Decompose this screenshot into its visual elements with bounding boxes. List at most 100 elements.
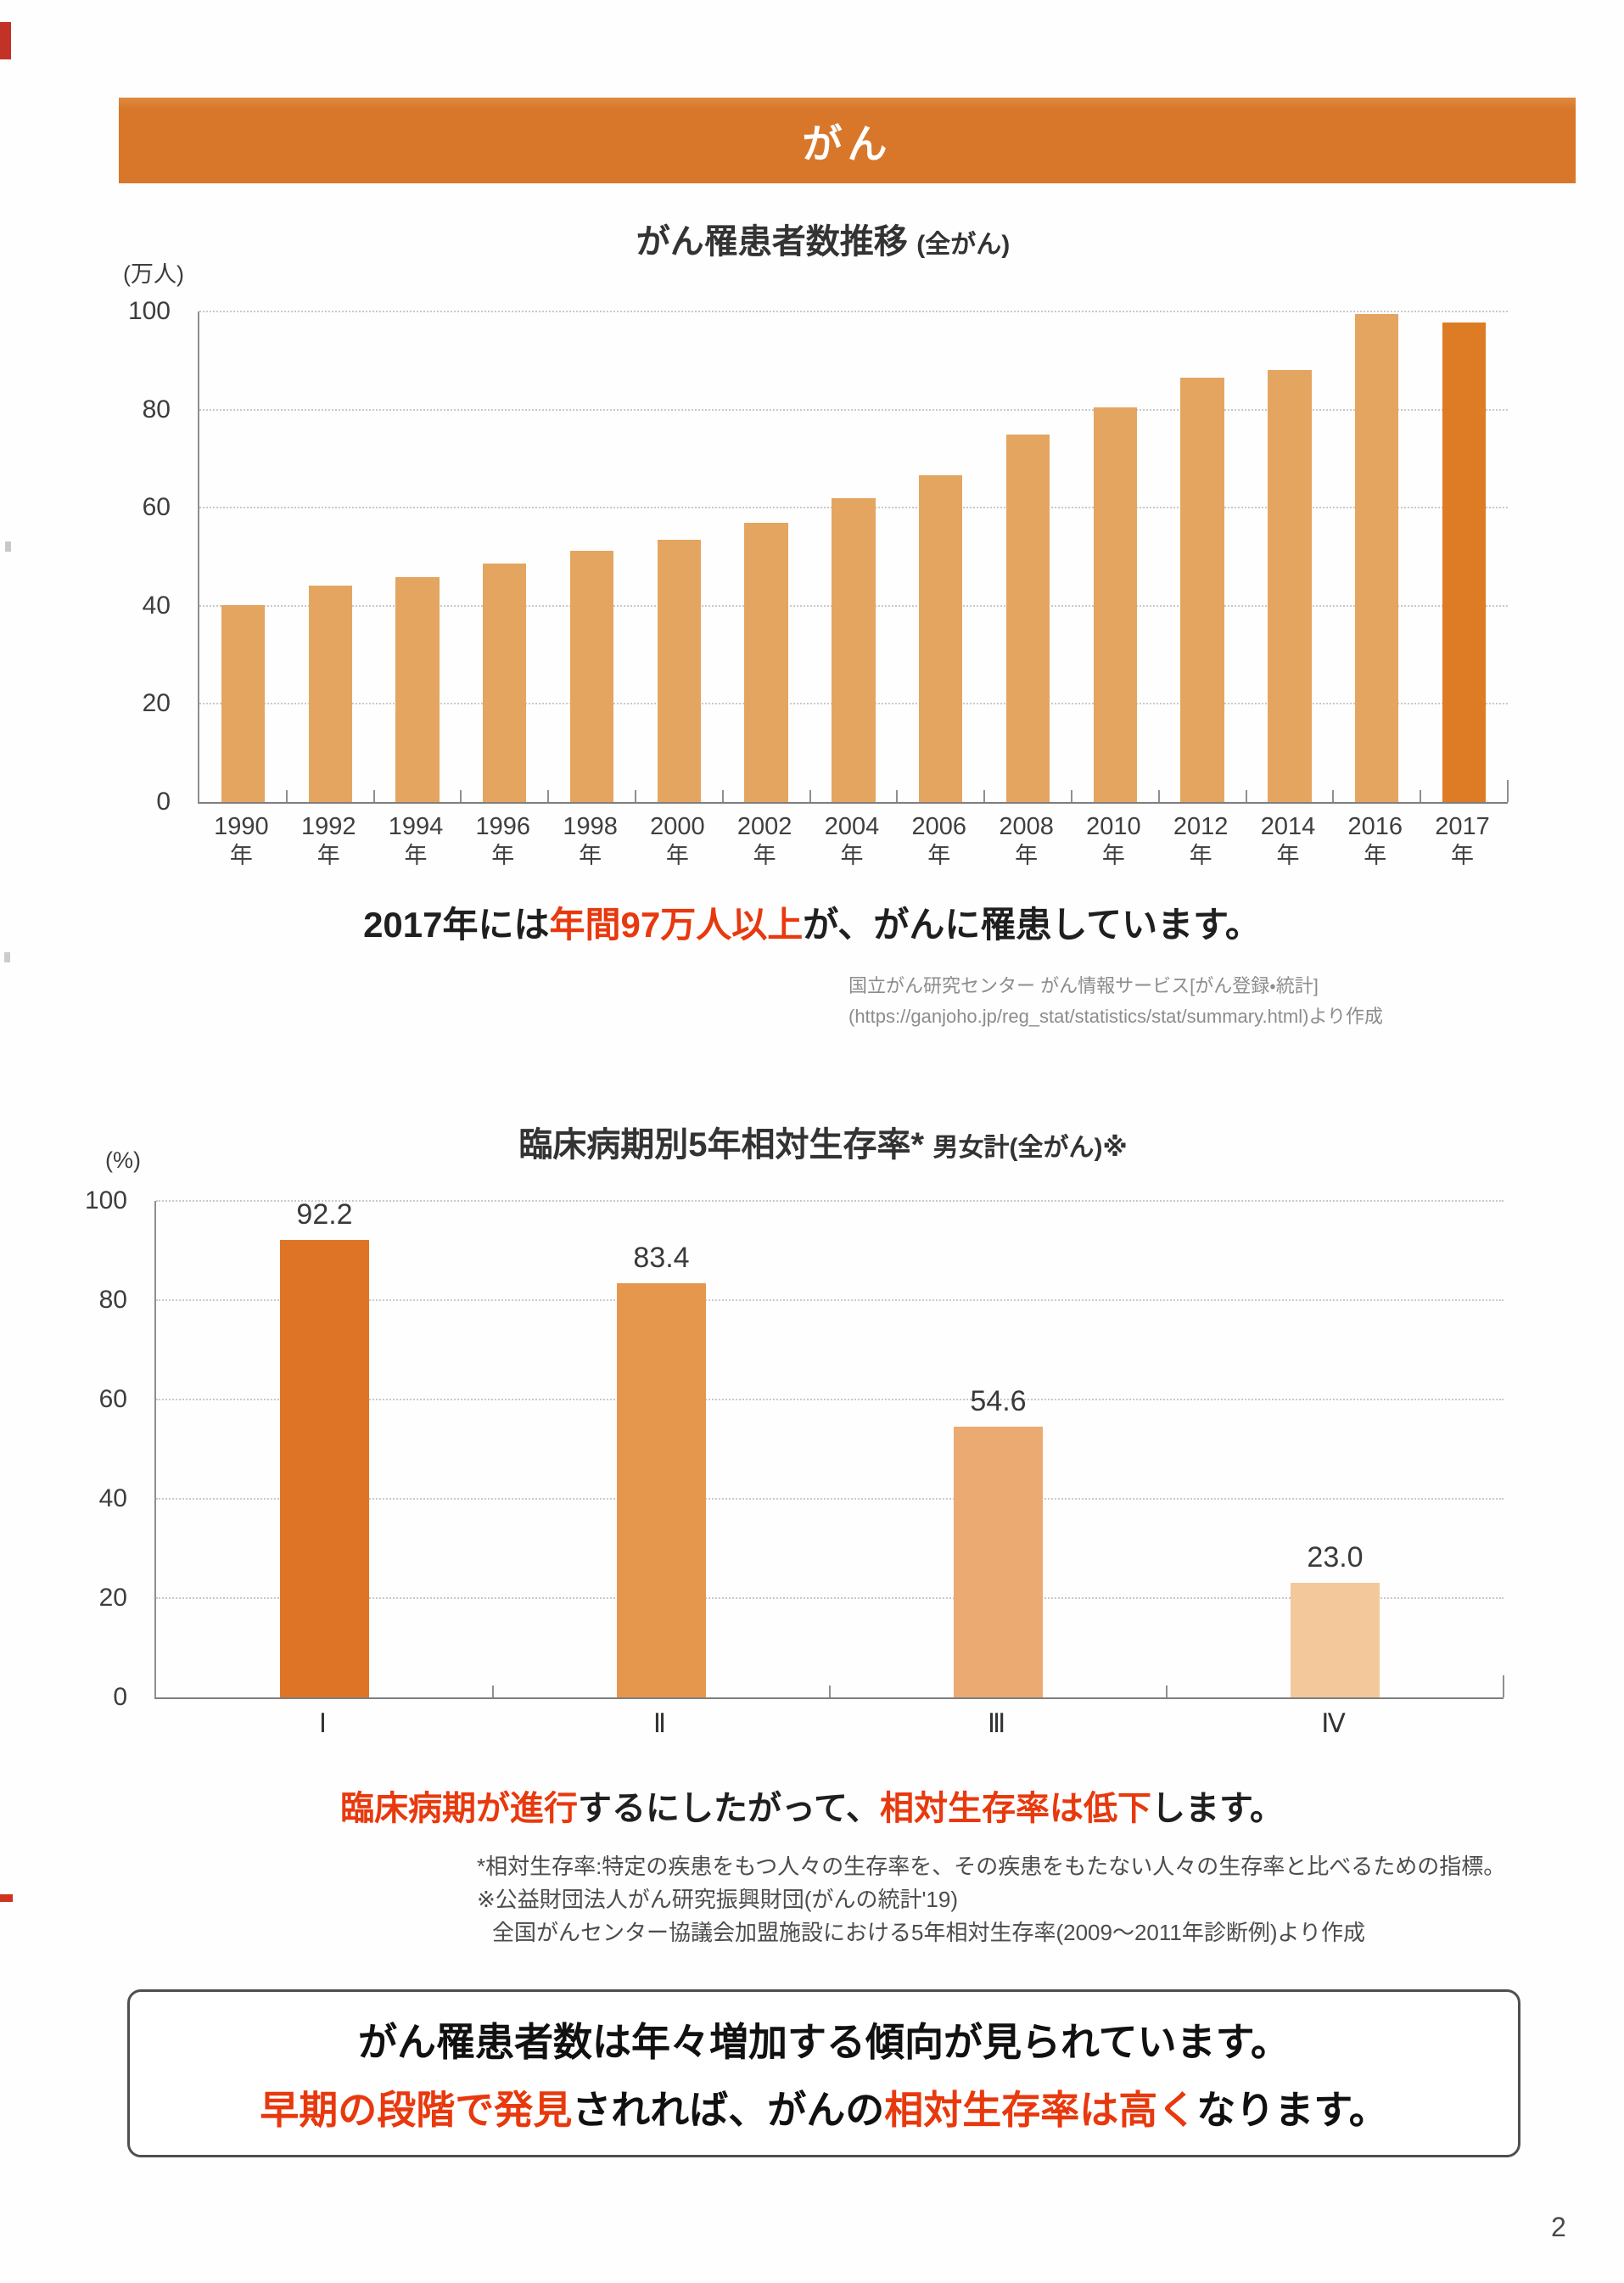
axis-tick xyxy=(1507,780,1509,802)
bar-value-label: 83.4 xyxy=(633,1242,690,1275)
bar-value-label: 92.2 xyxy=(296,1198,353,1231)
x-tick-label: 2006 年 xyxy=(911,813,967,869)
bar-2010 xyxy=(1093,407,1138,802)
x-tick-label: Ⅰ xyxy=(318,1708,328,1738)
footnotes: *相対生存率:特定の疾患をもつ人々の生存率を、その疾患をもたない人々の生存率と比… xyxy=(477,1850,1546,1949)
bar-group xyxy=(461,311,548,802)
bar-group xyxy=(548,311,636,802)
y-tick-label: 0 xyxy=(156,788,171,816)
bar-2004 xyxy=(832,497,876,802)
axis-tick xyxy=(634,790,636,802)
x-tick-label: Ⅱ xyxy=(652,1708,667,1738)
x-tick-label: Ⅳ xyxy=(1321,1708,1346,1738)
data-source: 国立がん研究センター がん情報サービス[がん登録・統計] (https://ga… xyxy=(848,971,1383,1031)
bar-group xyxy=(636,311,723,802)
scan-artifact xyxy=(0,1894,13,1902)
highlight-text: 年間97万人以上 xyxy=(549,905,804,945)
bar-1990 xyxy=(221,605,266,802)
bar-2014 xyxy=(1268,369,1312,802)
y-tick-label: 60 xyxy=(98,1385,127,1413)
gridline xyxy=(199,311,1508,312)
axis-tick xyxy=(896,790,899,802)
plain-text: なります。 xyxy=(1196,2088,1388,2132)
chart-title-main: 臨床病期別5年相対生存率* xyxy=(518,1126,925,1164)
x-tick-label: 1998 年 xyxy=(563,813,618,869)
source-line: (https://ganjoho.jp/reg_stat/statistics/… xyxy=(848,1005,1384,1027)
bar-group xyxy=(897,311,984,802)
scan-artifact xyxy=(4,952,10,962)
incidence-statement: 2017年には年間97万人以上が、がんに罹患しています。 xyxy=(108,896,1516,948)
bar-group xyxy=(1420,311,1508,802)
bar-1996 xyxy=(483,563,527,802)
x-tick-label: 1992 年 xyxy=(300,813,356,869)
y-tick-label: 60 xyxy=(142,493,171,522)
scan-artifact xyxy=(0,22,11,59)
bar-group xyxy=(1333,311,1420,802)
y-tick-label: 80 xyxy=(142,395,171,424)
axis-tick xyxy=(460,790,462,802)
y-tick-label: 20 xyxy=(142,689,171,718)
x-tick-label: 2010 年 xyxy=(1086,813,1141,869)
y-tick-label: 80 xyxy=(98,1286,127,1314)
bar-group xyxy=(374,311,462,802)
bar-group xyxy=(984,311,1072,802)
bar-Ⅲ xyxy=(953,1426,1044,1697)
x-tick-label: Ⅲ xyxy=(987,1708,1006,1738)
axis-tick xyxy=(1166,1686,1168,1697)
axis-tick xyxy=(1503,1675,1504,1697)
bar-group: 92.2 xyxy=(156,1198,493,1697)
bar-Ⅳ xyxy=(1290,1583,1380,1697)
summary-box: がん罹患者数は年々増加する傾向が見られています。 早期の段階で発見されれば、がん… xyxy=(127,1989,1520,2157)
page-title: がん xyxy=(802,121,893,166)
bar-group xyxy=(199,311,287,802)
y-tick-label: 100 xyxy=(127,297,171,325)
summary-line-1: がん罹患者数は年々増加する傾向が見られています。 xyxy=(357,2020,1291,2064)
bar-2000 xyxy=(657,540,702,802)
bar-group: 23.0 xyxy=(1167,1201,1504,1697)
bar-Ⅱ xyxy=(616,1283,707,1697)
survival-statement: 臨床病期が進行するにしたがって、相対生存率は低下します。 xyxy=(108,1781,1516,1830)
source-line: 国立がん研究センター がん情報サービス[がん登録・統計] xyxy=(848,975,1319,996)
bar-group xyxy=(1246,311,1334,802)
section-banner: がん xyxy=(119,98,1576,183)
bar-Ⅰ xyxy=(279,1239,370,1697)
gridline xyxy=(156,1597,1504,1599)
chart-title: 臨床病期別5年相対生存率* 男女計(全がん)※ xyxy=(119,1117,1527,1166)
axis-tick xyxy=(492,1686,494,1697)
y-tick-label: 40 xyxy=(142,591,171,620)
bar-group xyxy=(723,311,810,802)
x-tick-label: 2014 年 xyxy=(1260,813,1316,869)
y-tick-label: 100 xyxy=(84,1186,127,1214)
footnote-line: ※公益財団法人がん研究振興財団(がんの統計'19) xyxy=(477,1887,958,1912)
axis-tick xyxy=(809,790,811,802)
y-tick-label: 20 xyxy=(98,1584,127,1612)
y-axis: 0 20 40 60 80 100 xyxy=(44,1188,141,1710)
axis-tick xyxy=(1157,790,1160,802)
axis-tick xyxy=(1420,790,1422,802)
footnote-line: 全国がんセンター協議会加盟施設における5年相対生存率(2009〜2011年診断例… xyxy=(492,1920,1366,1945)
plain-text: されれば、がんの xyxy=(572,2088,885,2132)
bar-2016 xyxy=(1355,313,1399,802)
x-tick-label: 2016 年 xyxy=(1347,813,1403,869)
y-axis-unit: (万人) xyxy=(123,261,184,287)
axis-tick xyxy=(721,790,724,802)
bar-2002 xyxy=(744,522,788,802)
highlight-text: 相対生存率は低下 xyxy=(880,1790,1151,1827)
bar-group: 83.4 xyxy=(493,1201,830,1697)
axis-tick xyxy=(1245,790,1247,802)
bar-2006 xyxy=(919,475,963,802)
summary-line-2: 早期の段階で発見されれば、がんの相対生存率は高くなります。 xyxy=(260,2079,1387,2135)
bars-row xyxy=(199,311,1508,802)
x-tick-label: 1996 年 xyxy=(475,813,531,869)
bar-group: 54.6 xyxy=(830,1201,1167,1697)
bar-value-label: 23.0 xyxy=(1307,1541,1364,1574)
bar-group xyxy=(287,311,374,802)
gridline xyxy=(156,1299,1504,1301)
bar-2008 xyxy=(1005,435,1050,802)
axis-tick xyxy=(1070,790,1072,802)
highlight-text: 相対生存率は高く xyxy=(884,2088,1197,2132)
gridline xyxy=(199,408,1508,411)
x-axis-labels: 1990 年 1992 年 1994 年 1996 年 1998 年 2000 年 2002 年 2004 年… xyxy=(198,811,1506,871)
chart-title-note: (全がん) xyxy=(916,231,1011,259)
